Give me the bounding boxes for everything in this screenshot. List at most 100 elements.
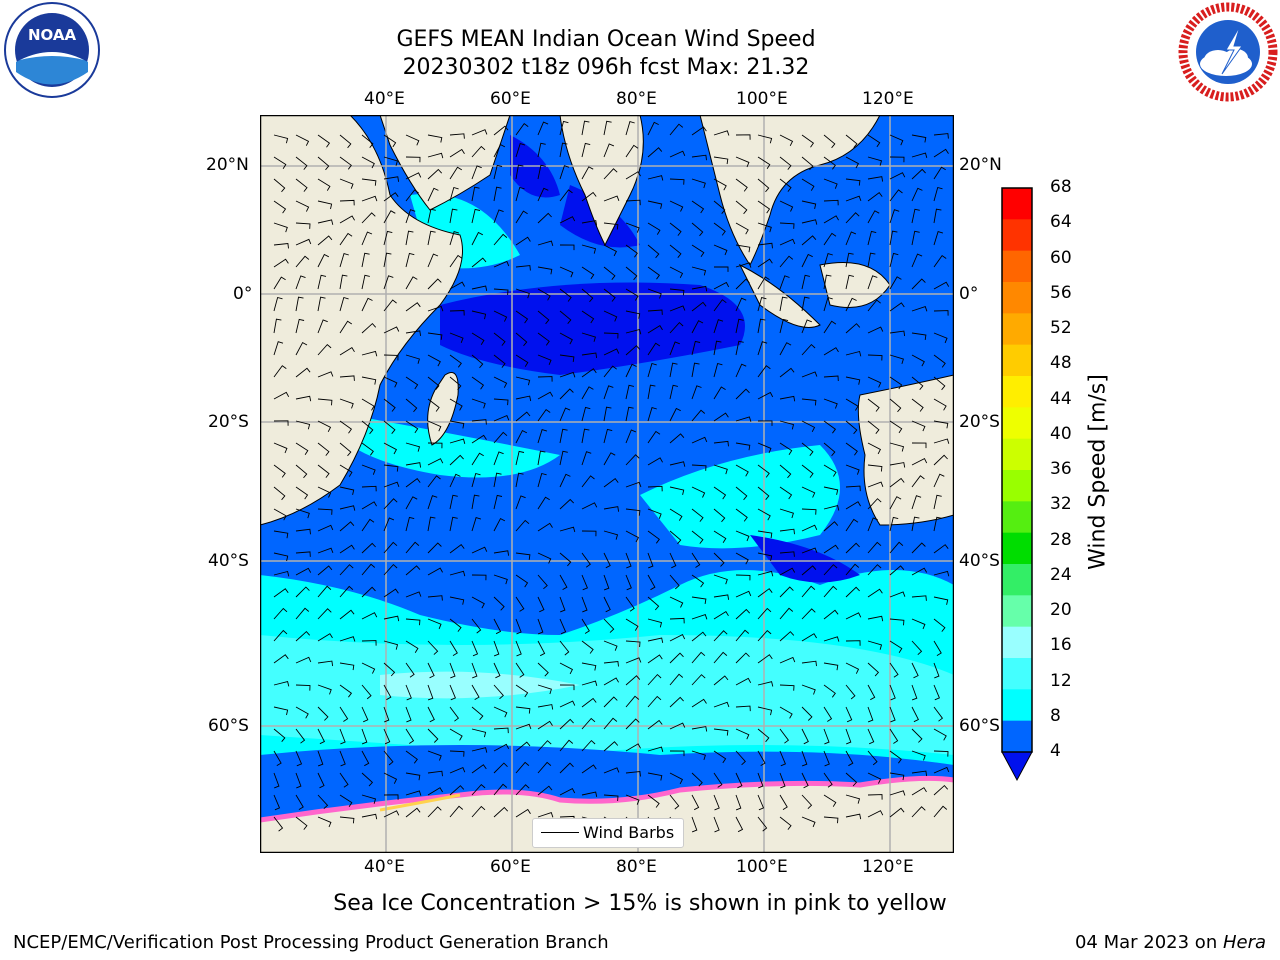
wind-barb bbox=[471, 546, 488, 554]
colorbar-tick-label: 36 bbox=[1050, 459, 1072, 479]
wind-barb bbox=[559, 618, 567, 635]
wind-barb bbox=[691, 126, 707, 136]
wind-barb bbox=[449, 473, 461, 488]
wind-barb bbox=[823, 320, 837, 334]
wind-barb bbox=[361, 350, 378, 357]
wind-barb bbox=[801, 464, 814, 478]
wind-barb bbox=[933, 618, 946, 632]
wind-barb bbox=[581, 406, 591, 422]
lat-label-right-20s: 20°S bbox=[959, 412, 1000, 432]
wind-barb bbox=[471, 596, 485, 609]
wind-barb bbox=[427, 495, 438, 510]
wind-barb bbox=[647, 147, 663, 158]
wind-barb bbox=[867, 354, 883, 361]
wind-barb bbox=[757, 420, 773, 426]
wind-barb bbox=[713, 222, 726, 236]
wind-barb bbox=[339, 750, 346, 767]
wind-barb bbox=[361, 212, 376, 224]
wind-barb bbox=[317, 319, 328, 334]
wind-barb bbox=[867, 156, 883, 166]
wind-barb bbox=[823, 636, 840, 642]
wind-barb bbox=[581, 680, 598, 687]
wind-barb bbox=[295, 528, 311, 535]
lon-label-top-60e: 60°E bbox=[490, 89, 531, 109]
wind-barb bbox=[933, 420, 949, 429]
wind-barb bbox=[427, 770, 443, 777]
colorbar-segment bbox=[1002, 689, 1032, 722]
wind-barb bbox=[735, 677, 752, 686]
wind-barb bbox=[647, 457, 663, 466]
wind-barb bbox=[449, 454, 464, 466]
wind-barb bbox=[471, 129, 488, 136]
wind-barb bbox=[493, 164, 503, 180]
wind-barb bbox=[295, 238, 312, 246]
wind-barb bbox=[515, 574, 529, 588]
wind-barb bbox=[911, 253, 923, 268]
wind-barb bbox=[911, 567, 928, 576]
wind-barb bbox=[317, 235, 333, 246]
wind-barb bbox=[779, 706, 793, 719]
wind-barb bbox=[779, 420, 795, 430]
wind-barb bbox=[801, 319, 812, 334]
wind-barb bbox=[801, 608, 816, 620]
wind-barb bbox=[779, 255, 794, 268]
wind-barb bbox=[845, 195, 862, 202]
colorbar-tick-label: 44 bbox=[1050, 388, 1072, 409]
wind-barb bbox=[669, 433, 685, 444]
wind-barb bbox=[449, 310, 465, 316]
wind-barb bbox=[625, 171, 641, 180]
wind-barb bbox=[603, 530, 619, 540]
colorbar-label: Wind Speed [m/s] bbox=[1085, 374, 1111, 570]
wind-barb bbox=[383, 615, 400, 622]
wind-barb bbox=[537, 408, 551, 422]
wind-barb bbox=[691, 530, 704, 544]
wind-barb bbox=[361, 195, 378, 202]
wind-barb bbox=[933, 805, 948, 818]
wind-barb bbox=[361, 501, 377, 510]
wind-barb bbox=[273, 391, 290, 400]
wind-barb bbox=[361, 464, 376, 475]
wind-barb bbox=[537, 142, 546, 158]
wind-barb bbox=[339, 521, 355, 532]
wind-barb bbox=[647, 695, 662, 708]
colorbar-segment bbox=[1002, 282, 1032, 314]
wind-barb bbox=[405, 477, 421, 488]
wind-barb bbox=[669, 696, 684, 708]
colorbar-segment bbox=[1002, 532, 1032, 565]
wind-barb bbox=[757, 552, 773, 561]
wind-barb bbox=[493, 143, 506, 158]
wind-barb bbox=[361, 794, 377, 804]
wind-barb bbox=[581, 142, 591, 158]
wind-barb bbox=[581, 386, 594, 400]
wind-barb bbox=[361, 297, 373, 312]
wind-barb bbox=[625, 675, 641, 686]
wind-barb bbox=[603, 574, 610, 591]
wind-barb bbox=[823, 794, 837, 807]
wind-barb bbox=[845, 563, 860, 576]
wind-barb bbox=[603, 348, 620, 356]
wind-barb bbox=[273, 178, 286, 193]
wind-barb bbox=[559, 662, 574, 675]
wind-barb bbox=[273, 552, 289, 562]
wind-barb bbox=[427, 278, 442, 290]
land-madagascar bbox=[427, 372, 459, 446]
colorbar bbox=[1000, 186, 1040, 786]
wind-barb bbox=[361, 134, 374, 148]
wind-barb bbox=[713, 574, 728, 585]
wind-barb bbox=[779, 607, 794, 620]
wind-barb bbox=[889, 706, 896, 723]
wind-barb bbox=[911, 706, 920, 723]
wind-barb bbox=[471, 640, 479, 657]
wind-barb bbox=[779, 586, 794, 598]
wind-barb bbox=[867, 615, 884, 622]
wind-barb bbox=[405, 640, 419, 653]
wind-barb bbox=[449, 516, 458, 532]
wind-barb bbox=[603, 266, 616, 280]
wind-barb bbox=[427, 442, 443, 449]
sea-ice-caption: Sea Ice Concentration > 15% is shown in … bbox=[333, 891, 947, 916]
wind-barb bbox=[823, 199, 839, 206]
wind-barb bbox=[603, 696, 618, 708]
wind-barb bbox=[383, 134, 397, 148]
wind-barb bbox=[779, 508, 794, 519]
wind-barb bbox=[537, 740, 552, 752]
